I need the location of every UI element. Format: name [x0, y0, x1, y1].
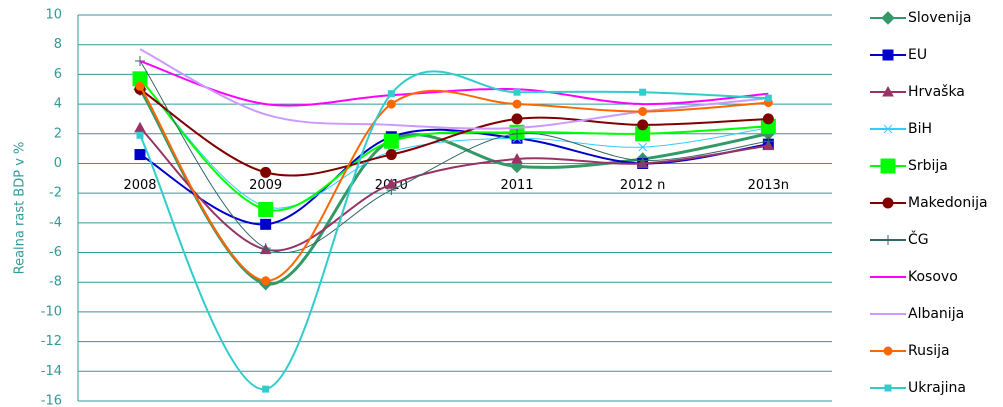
marker: [884, 384, 892, 392]
legend-label: Srbija: [908, 158, 948, 174]
marker: [260, 166, 272, 178]
y-tick-label: -2: [49, 186, 62, 201]
line: [139, 88, 769, 177]
legend-label: Slovenija: [908, 10, 971, 26]
x-tick-label: 2008: [123, 178, 156, 193]
marker: [639, 88, 647, 96]
marker: [883, 235, 893, 245]
legend-label: ČG: [908, 230, 929, 248]
line: [139, 60, 769, 254]
marker: [385, 149, 397, 161]
legend-label: Ukrajina: [908, 380, 966, 396]
marker: [882, 197, 894, 209]
marker: [383, 133, 399, 149]
marker: [763, 136, 774, 147]
marker: [260, 218, 272, 230]
y-tick-label: -14: [41, 364, 62, 379]
marker: [638, 107, 648, 116]
x-tick-label: 2009: [249, 178, 282, 193]
marker: [511, 152, 523, 164]
y-tick-label: -12: [41, 334, 62, 349]
y-tick-label: 8: [54, 37, 62, 52]
marker: [386, 185, 397, 196]
y-tick-label: -16: [41, 394, 62, 407]
marker: [260, 243, 271, 254]
marker: [762, 113, 774, 125]
legend-label: Kosovo: [908, 269, 958, 285]
y-tick-label: 10: [45, 8, 62, 23]
marker: [135, 81, 145, 91]
y-tick-label: 6: [54, 67, 62, 82]
legend-label: Rusija: [908, 343, 950, 359]
line: [139, 48, 769, 130]
line: [139, 78, 769, 212]
marker: [386, 99, 396, 109]
marker: [880, 158, 896, 174]
y-tick-label: -4: [49, 215, 62, 230]
y-axis-label: Realna rast BDP v %: [13, 142, 28, 275]
marker: [261, 276, 271, 286]
marker: [883, 124, 893, 134]
line: [139, 85, 769, 282]
marker: [134, 149, 146, 161]
legend-label: Hrvaška: [908, 84, 965, 100]
line: [139, 78, 769, 209]
y-tick-label: -6: [49, 245, 62, 260]
marker: [883, 346, 893, 356]
marker: [513, 88, 521, 96]
legend-label: BiH: [908, 121, 932, 137]
marker: [637, 155, 648, 166]
y-tick-label: 2: [54, 126, 62, 141]
marker: [387, 90, 395, 98]
x-tick-label: 2012 n: [620, 178, 665, 193]
marker: [134, 121, 146, 133]
marker: [258, 201, 274, 217]
y-tick-label: -8: [49, 275, 62, 290]
marker: [882, 85, 894, 97]
marker: [136, 131, 144, 139]
legend-label: Albanija: [908, 306, 964, 322]
line: [139, 60, 769, 107]
legend-label: EU: [908, 47, 927, 63]
legend-label: Makedonija: [908, 195, 988, 211]
line: [139, 127, 769, 252]
x-tick-label: 2011: [500, 178, 533, 193]
marker: [262, 385, 270, 393]
marker: [764, 94, 772, 102]
y-tick-label: 4: [54, 97, 62, 112]
marker: [511, 113, 523, 125]
x-tick-label: 2013n: [748, 178, 789, 193]
marker: [512, 99, 522, 109]
marker: [638, 142, 648, 152]
y-tick-label: -10: [41, 304, 62, 319]
y-tick-label: 0: [54, 156, 62, 171]
marker: [512, 128, 522, 139]
marker: [881, 11, 895, 25]
marker: [882, 49, 894, 61]
marker: [637, 119, 649, 131]
